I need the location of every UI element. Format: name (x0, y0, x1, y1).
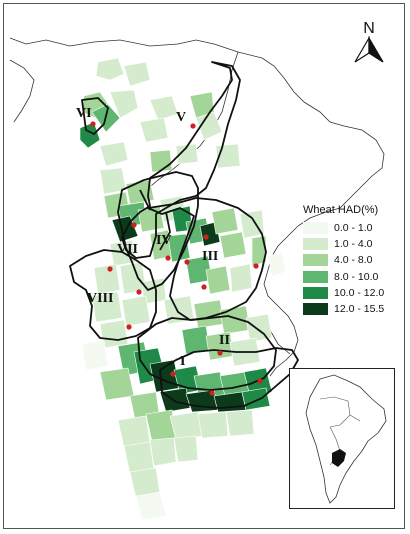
legend-row: 8.0 - 10.0 (303, 269, 391, 285)
region-outlines (69, 61, 299, 409)
legend-swatch (303, 303, 328, 316)
legend-row: 4.0 - 8.0 (303, 252, 391, 268)
region-label-viii: VIII (87, 291, 113, 306)
locator-country-borders (319, 396, 361, 466)
region-label-v: V (176, 110, 186, 125)
north-arrow-right-icon (368, 35, 384, 63)
legend-label: 1.0 - 4.0 (334, 238, 373, 251)
region-label-i: I (180, 354, 185, 369)
region-label-vi: VI (76, 106, 92, 121)
site-marker (184, 259, 190, 265)
north-arrow: N (354, 20, 384, 63)
legend-title: Wheat HAD(%) (303, 204, 379, 216)
study-area-highlight (332, 449, 346, 467)
south-america-outline (305, 374, 387, 504)
legend: Wheat HAD(%) 0.0 - 1.0 1.0 - 4.0 4.0 - 8.0… (303, 204, 391, 317)
site-marker (131, 222, 137, 228)
legend-swatch (303, 286, 328, 299)
legend-label: 0.0 - 1.0 (334, 222, 373, 235)
site-marker (107, 266, 113, 272)
site-marker (257, 378, 263, 384)
legend-row: 10.0 - 12.0 (303, 285, 391, 301)
site-marker (203, 234, 209, 240)
department-fills (79, 57, 287, 521)
region-label-iv: IV (156, 233, 172, 248)
legend-row: 1.0 - 4.0 (303, 236, 391, 252)
legend-row: 0.0 - 1.0 (303, 220, 391, 236)
legend-swatch (303, 270, 328, 283)
site-marker (126, 324, 132, 330)
locator-inset (289, 368, 395, 509)
legend-label: 8.0 - 10.0 (334, 270, 379, 283)
legend-label: 10.0 - 12.0 (334, 286, 385, 299)
region-labels: VI V VII IV III VIII II I (76, 106, 230, 369)
site-markers (90, 121, 263, 396)
region-vi-outline (81, 97, 109, 135)
region-divider-b (159, 211, 171, 251)
north-arrow-label: N (363, 20, 375, 37)
region-ii-outline (137, 315, 277, 391)
site-marker (90, 121, 96, 127)
south-america-locator (305, 374, 387, 504)
legend-label: 12.0 - 15.5 (334, 303, 385, 316)
legend-row: 12.0 - 15.5 (303, 301, 391, 317)
region-label-ii: II (219, 333, 230, 348)
site-marker (170, 371, 176, 377)
legend-swatch (303, 254, 328, 267)
site-marker (165, 255, 171, 261)
legend-swatch (303, 238, 328, 251)
north-arrow-left-icon (354, 35, 370, 63)
site-marker (136, 289, 142, 295)
region-i-outline (159, 347, 299, 409)
site-marker (201, 284, 207, 290)
site-marker (209, 390, 215, 396)
site-marker (253, 263, 259, 269)
region-iii-iv-outline (147, 197, 267, 321)
legend-rows: 0.0 - 1.0 1.0 - 4.0 4.0 - 8.0 8.0 - 10.0 10.… (303, 220, 391, 317)
site-marker (190, 123, 196, 129)
region-label-iii: III (202, 249, 218, 264)
region-divider-a (139, 189, 151, 211)
legend-label: 4.0 - 8.0 (334, 254, 373, 267)
region-label-vii: VII (117, 242, 138, 257)
site-marker (217, 350, 223, 356)
legend-swatch (303, 222, 328, 235)
